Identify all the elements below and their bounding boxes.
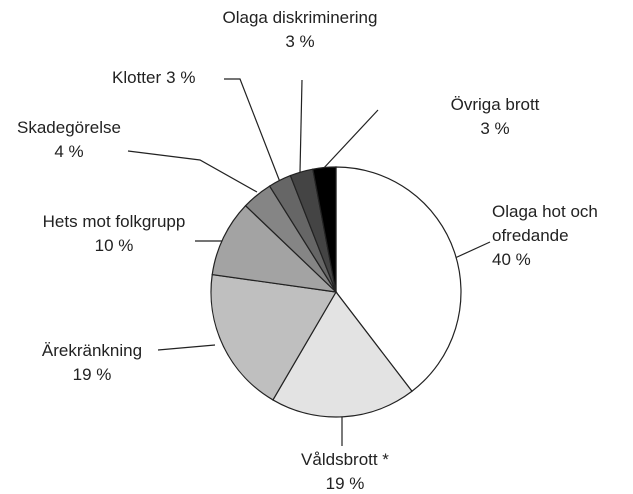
value-label: 3 %: [480, 119, 510, 138]
leader-line: [454, 241, 491, 259]
category-label: Ärekränkning: [41, 341, 143, 360]
pie-slice: [211, 204, 338, 293]
pie-slice: [210, 273, 337, 401]
value-label: 40 %: [492, 250, 531, 269]
leader-line: [224, 78, 281, 183]
slice-label: Klotter 3 %: [112, 66, 232, 90]
value-label: 19 %: [325, 474, 365, 493]
slice-label: Olaga hot och ofredande 40 %: [492, 200, 622, 272]
category-label: Övriga brott: [450, 95, 540, 114]
slice-label: Olaga diskriminering 3 %: [220, 6, 380, 54]
category-label: Klotter: [112, 68, 162, 87]
leader-line: [127, 150, 258, 193]
category-label: Olaga diskriminering: [222, 8, 378, 27]
leader-line: [157, 344, 216, 351]
slice-label: Våldsbrott * 19 %: [270, 448, 420, 494]
leader-lines: [127, 78, 491, 446]
pie-slice: [272, 290, 413, 418]
slice-label: Övriga brott 3 %: [430, 93, 560, 141]
leader-line: [299, 79, 303, 173]
slice-label: Hets mot folkgrupp 10 %: [14, 210, 214, 258]
slice-label: Skadegörelse 4 %: [14, 116, 124, 164]
category-label: Skadegörelse: [17, 118, 121, 137]
category-label: Olaga hot och ofredande: [492, 202, 598, 245]
category-label: Hets mot folkgrupp: [42, 212, 186, 231]
value-label: 3 %: [166, 68, 196, 87]
value-label: 10 %: [94, 236, 134, 255]
leader-line: [321, 109, 379, 171]
value-label: 19 %: [72, 365, 112, 384]
value-label: 3 %: [285, 32, 315, 51]
category-label: Våldsbrott *: [301, 450, 389, 469]
value-label: 4 %: [54, 142, 84, 161]
pie-slice: [312, 166, 337, 293]
pie: [210, 166, 462, 418]
slice-label: Ärekränkning 19 %: [22, 339, 162, 387]
pie-slice: [335, 166, 462, 393]
